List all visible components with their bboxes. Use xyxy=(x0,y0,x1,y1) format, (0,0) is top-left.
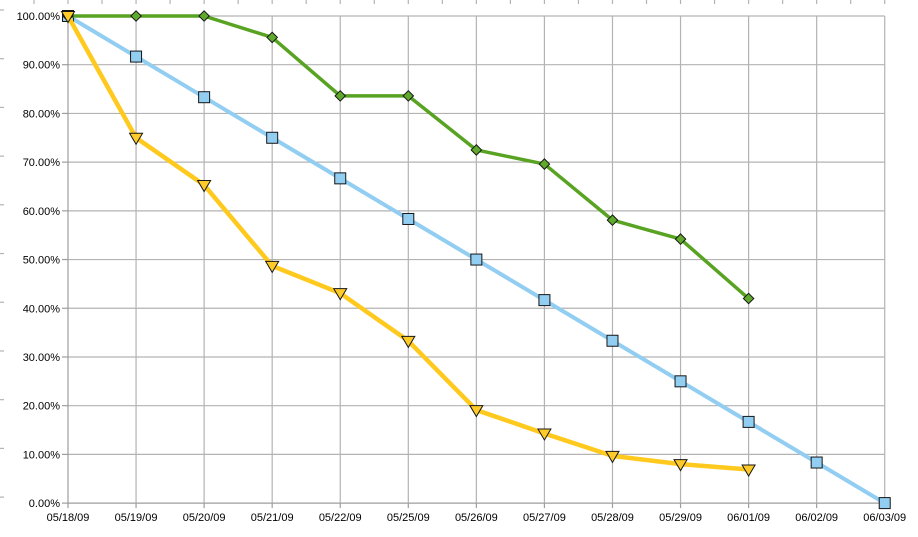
y-axis-label: 40.00% xyxy=(23,303,61,315)
data-point xyxy=(334,89,347,102)
data-point xyxy=(266,131,279,144)
data-point xyxy=(402,89,415,102)
data-point xyxy=(60,11,76,24)
y-axis-label: 100.00% xyxy=(17,11,61,23)
data-point xyxy=(468,405,484,418)
y-axis-label: 50.00% xyxy=(23,255,61,267)
data-point xyxy=(606,334,619,347)
y-axis-label: 80.00% xyxy=(23,108,61,120)
data-point xyxy=(470,144,483,156)
data-point xyxy=(334,172,347,185)
data-point xyxy=(673,459,688,472)
yellow-triangle-series xyxy=(60,11,756,477)
data-point xyxy=(130,50,143,63)
x-axis-label: 05/18/09 xyxy=(47,512,90,524)
data-point xyxy=(470,253,483,266)
y-axis-label: 90.00% xyxy=(23,60,61,72)
y-axis-label: 0.00% xyxy=(29,498,60,510)
data-point xyxy=(605,450,620,464)
data-point xyxy=(674,233,687,245)
x-axis-label: 05/28/09 xyxy=(591,512,634,524)
x-axis-label: 06/03/09 xyxy=(863,512,906,524)
data-point xyxy=(538,294,551,307)
y-axis-label: 70.00% xyxy=(23,157,61,169)
x-axis-label: 05/26/09 xyxy=(455,512,498,524)
data-point xyxy=(264,260,280,274)
data-point xyxy=(538,158,551,170)
x-axis-label: 05/22/09 xyxy=(319,512,362,524)
data-point xyxy=(674,375,687,388)
data-point xyxy=(130,10,142,22)
data-point xyxy=(878,497,891,510)
data-point xyxy=(742,292,755,305)
data-point xyxy=(266,31,279,44)
blue-square-series xyxy=(62,10,891,510)
y-axis-label: 20.00% xyxy=(23,401,61,413)
data-point xyxy=(332,288,348,301)
data-point xyxy=(400,335,416,349)
x-axis-label: 05/20/09 xyxy=(183,512,226,524)
data-point xyxy=(741,464,756,477)
x-axis-label: 06/02/09 xyxy=(795,512,838,524)
axis-ticks xyxy=(0,0,886,509)
data-point xyxy=(196,180,212,193)
y-axis-label: 30.00% xyxy=(23,352,61,364)
data-point xyxy=(198,91,211,104)
x-axis-label: 05/21/09 xyxy=(251,512,294,524)
y-axis-label: 10.00% xyxy=(23,449,61,461)
y-axis-label: 60.00% xyxy=(23,206,61,218)
data-point xyxy=(128,132,144,146)
x-axis-label: 05/25/09 xyxy=(387,512,430,524)
data-point xyxy=(198,10,211,22)
data-point xyxy=(742,415,755,428)
x-axis-label: 06/01/09 xyxy=(727,512,770,524)
data-point xyxy=(606,214,619,227)
x-axis-label: 05/29/09 xyxy=(659,512,702,524)
data-point xyxy=(810,456,823,469)
x-axis-label: 05/19/09 xyxy=(115,512,158,524)
series-layer xyxy=(60,10,891,510)
data-point xyxy=(402,212,415,225)
axis-labels: 0.00% 10.00% 20.00% 30.00% 40.00% 50.00% 60.00… xyxy=(17,11,907,524)
x-axis-label: 05/27/09 xyxy=(523,512,566,524)
data-point xyxy=(537,428,552,441)
